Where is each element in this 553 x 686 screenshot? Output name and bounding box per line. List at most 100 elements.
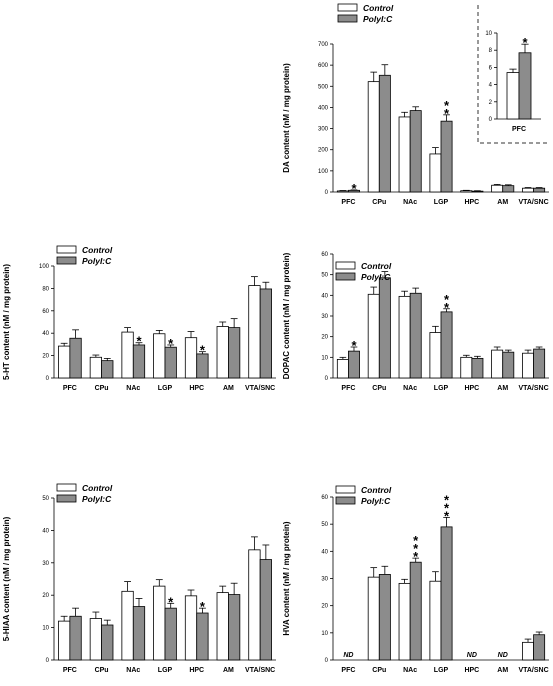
da-inset-y-tick-label: 8 <box>489 48 493 54</box>
hiaa-bar-polyic-cpu <box>101 624 114 661</box>
hiaa-x-tick-label: VTA/SNC <box>245 667 275 674</box>
hiaa-y-tick-label: 30 <box>42 561 49 567</box>
hva-bar-control-nac <box>398 582 411 661</box>
ht-x-tick-label: NAc <box>126 385 140 392</box>
hva-x-tick-label: LGP <box>434 667 449 674</box>
dopac-x-tick-label: CPu <box>372 385 386 392</box>
da-x-tick-label: CPu <box>372 199 386 206</box>
hva-legend-label-polyic: PolyI:C <box>361 496 391 506</box>
ht-legend-swatch-control <box>56 245 77 254</box>
ht-bar-polyic-cpu <box>101 360 114 379</box>
dopac-bar-control-vta-snc <box>522 352 534 379</box>
hva-x-tick-label: CPu <box>372 667 386 674</box>
hiaa-y-axis-label: 5-HIAA content (nM / mg protein) <box>2 516 11 641</box>
hva-y-tick-label: 0 <box>325 658 329 664</box>
hiaa-y-tick-label: 0 <box>46 658 50 664</box>
da-bar-polyic-nac <box>409 110 422 193</box>
hiaa-bar-control-pfc <box>58 620 71 661</box>
da-bar-polyic-lgp <box>440 120 453 193</box>
hva-bar-control-lgp <box>429 580 442 661</box>
hiaa-bar-control-lgp <box>153 585 166 661</box>
da-inset-bar-control-pfc <box>506 72 520 120</box>
da-inset-chart: 0 2 4 6 8 10 PFC * <box>477 5 549 144</box>
ht-y-tick-label: 80 <box>42 286 49 292</box>
dopac-significance-star: * <box>444 292 450 307</box>
da-y-axis-label: DA content (nM / mg protein) <box>282 63 291 173</box>
hva-not-detected-label: ND <box>498 652 508 659</box>
dopac-x-tick-label: VTA/SNC <box>518 385 548 392</box>
dopac-x-tick-label: LGP <box>434 385 449 392</box>
hva-legend-swatch-control <box>335 485 356 494</box>
ht-bar-polyic-lgp <box>164 346 177 379</box>
dopac-x-tick-label: NAc <box>403 385 417 392</box>
da-y-tick-label: 500 <box>318 84 329 90</box>
dopac-bar-polyic-vta-snc <box>533 348 546 379</box>
dopac-bar-polyic-lgp <box>440 311 453 379</box>
hiaa-bar-polyic-am <box>228 594 241 661</box>
da-bar-control-lgp <box>429 153 442 193</box>
da-legend-label-polyic: PolyI:C <box>363 14 393 24</box>
hva-y-tick-label: 10 <box>321 631 328 637</box>
hva-not-detected-label: ND <box>343 652 353 659</box>
dopac-y-tick-label: 30 <box>321 314 328 320</box>
hva-significance-star: * <box>444 500 450 515</box>
ht-bar-control-lgp <box>153 333 166 379</box>
ht-chart: 0 20 40 60 80 100 PFC CPu NAc LGP HPC AM VTA/SNC * * * C… <box>2 245 276 392</box>
hiaa-bar-control-hpc <box>184 595 198 661</box>
hva-significance-star: * <box>444 492 450 507</box>
da-significance-star: * <box>444 98 450 113</box>
dopac-y-axis-label: DOPAC content (nM / mg protein) <box>282 252 291 379</box>
ht-x-tick-label: PFC <box>63 385 77 392</box>
ht-bar-polyic-am <box>228 327 241 379</box>
ht-x-tick-label: LGP <box>158 385 173 392</box>
hva-y-tick-label: 40 <box>321 549 328 555</box>
hiaa-legend-swatch-control <box>56 483 77 492</box>
ht-x-tick-label: AM <box>223 385 234 392</box>
ht-x-tick-label: HPC <box>189 385 204 392</box>
hva-significance-star: * <box>413 533 419 548</box>
da-inset-y-tick-label: 2 <box>489 100 493 106</box>
dopac-legend-swatch-polyic <box>335 272 356 281</box>
ht-y-tick-label: 40 <box>42 331 49 337</box>
hiaa-bar-control-nac <box>121 590 134 661</box>
ht-bar-control-cpu <box>89 356 102 379</box>
ht-legend-label-polyic: PolyI:C <box>82 256 112 266</box>
da-y-tick-label: 600 <box>318 63 329 69</box>
dopac-significance-star: * <box>351 338 357 353</box>
ht-y-tick-label: 20 <box>42 354 49 360</box>
da-bar-control-nac <box>398 116 411 193</box>
hva-y-tick-label: 20 <box>321 604 328 610</box>
dopac-y-tick-label: 0 <box>325 376 329 382</box>
ht-bar-control-pfc <box>58 345 71 379</box>
dopac-bar-polyic-nac <box>409 292 422 379</box>
dopac-y-tick-label: 50 <box>321 273 328 279</box>
hiaa-x-tick-label: PFC <box>63 667 77 674</box>
hiaa-y-tick-label: 10 <box>42 626 49 632</box>
hiaa-y-tick-label: 50 <box>42 496 49 502</box>
ht-y-tick-label: 60 <box>42 309 49 315</box>
dopac-bar-control-am <box>491 349 504 379</box>
ht-y-tick-label: 0 <box>46 376 50 382</box>
hva-x-tick-label: AM <box>497 667 508 674</box>
da-bar-polyic-hpc <box>471 190 484 193</box>
hva-x-tick-label: VTA/SNC <box>518 667 548 674</box>
da-significance-star: * <box>444 106 450 121</box>
dopac-bar-control-lgp <box>429 332 442 379</box>
da-bar-polyic-vta-snc <box>533 187 546 193</box>
dopac-x-tick-label: HPC <box>464 385 479 392</box>
hiaa-x-tick-label: NAc <box>126 667 140 674</box>
da-inset-border <box>477 5 549 144</box>
dopac-bar-control-cpu <box>367 293 380 379</box>
hiaa-x-tick-label: HPC <box>189 667 204 674</box>
da-x-tick-label: NAc <box>403 199 417 206</box>
hva-bar-control-vta-snc <box>522 641 534 661</box>
da-inset-y-tick-label: 4 <box>489 83 493 89</box>
hiaa-x-tick-label: CPu <box>95 667 109 674</box>
da-bar-polyic-am <box>502 185 515 193</box>
da-x-tick-label: HPC <box>464 199 479 206</box>
hiaa-bar-control-cpu <box>89 618 102 661</box>
ht-bar-control-am <box>216 326 229 379</box>
